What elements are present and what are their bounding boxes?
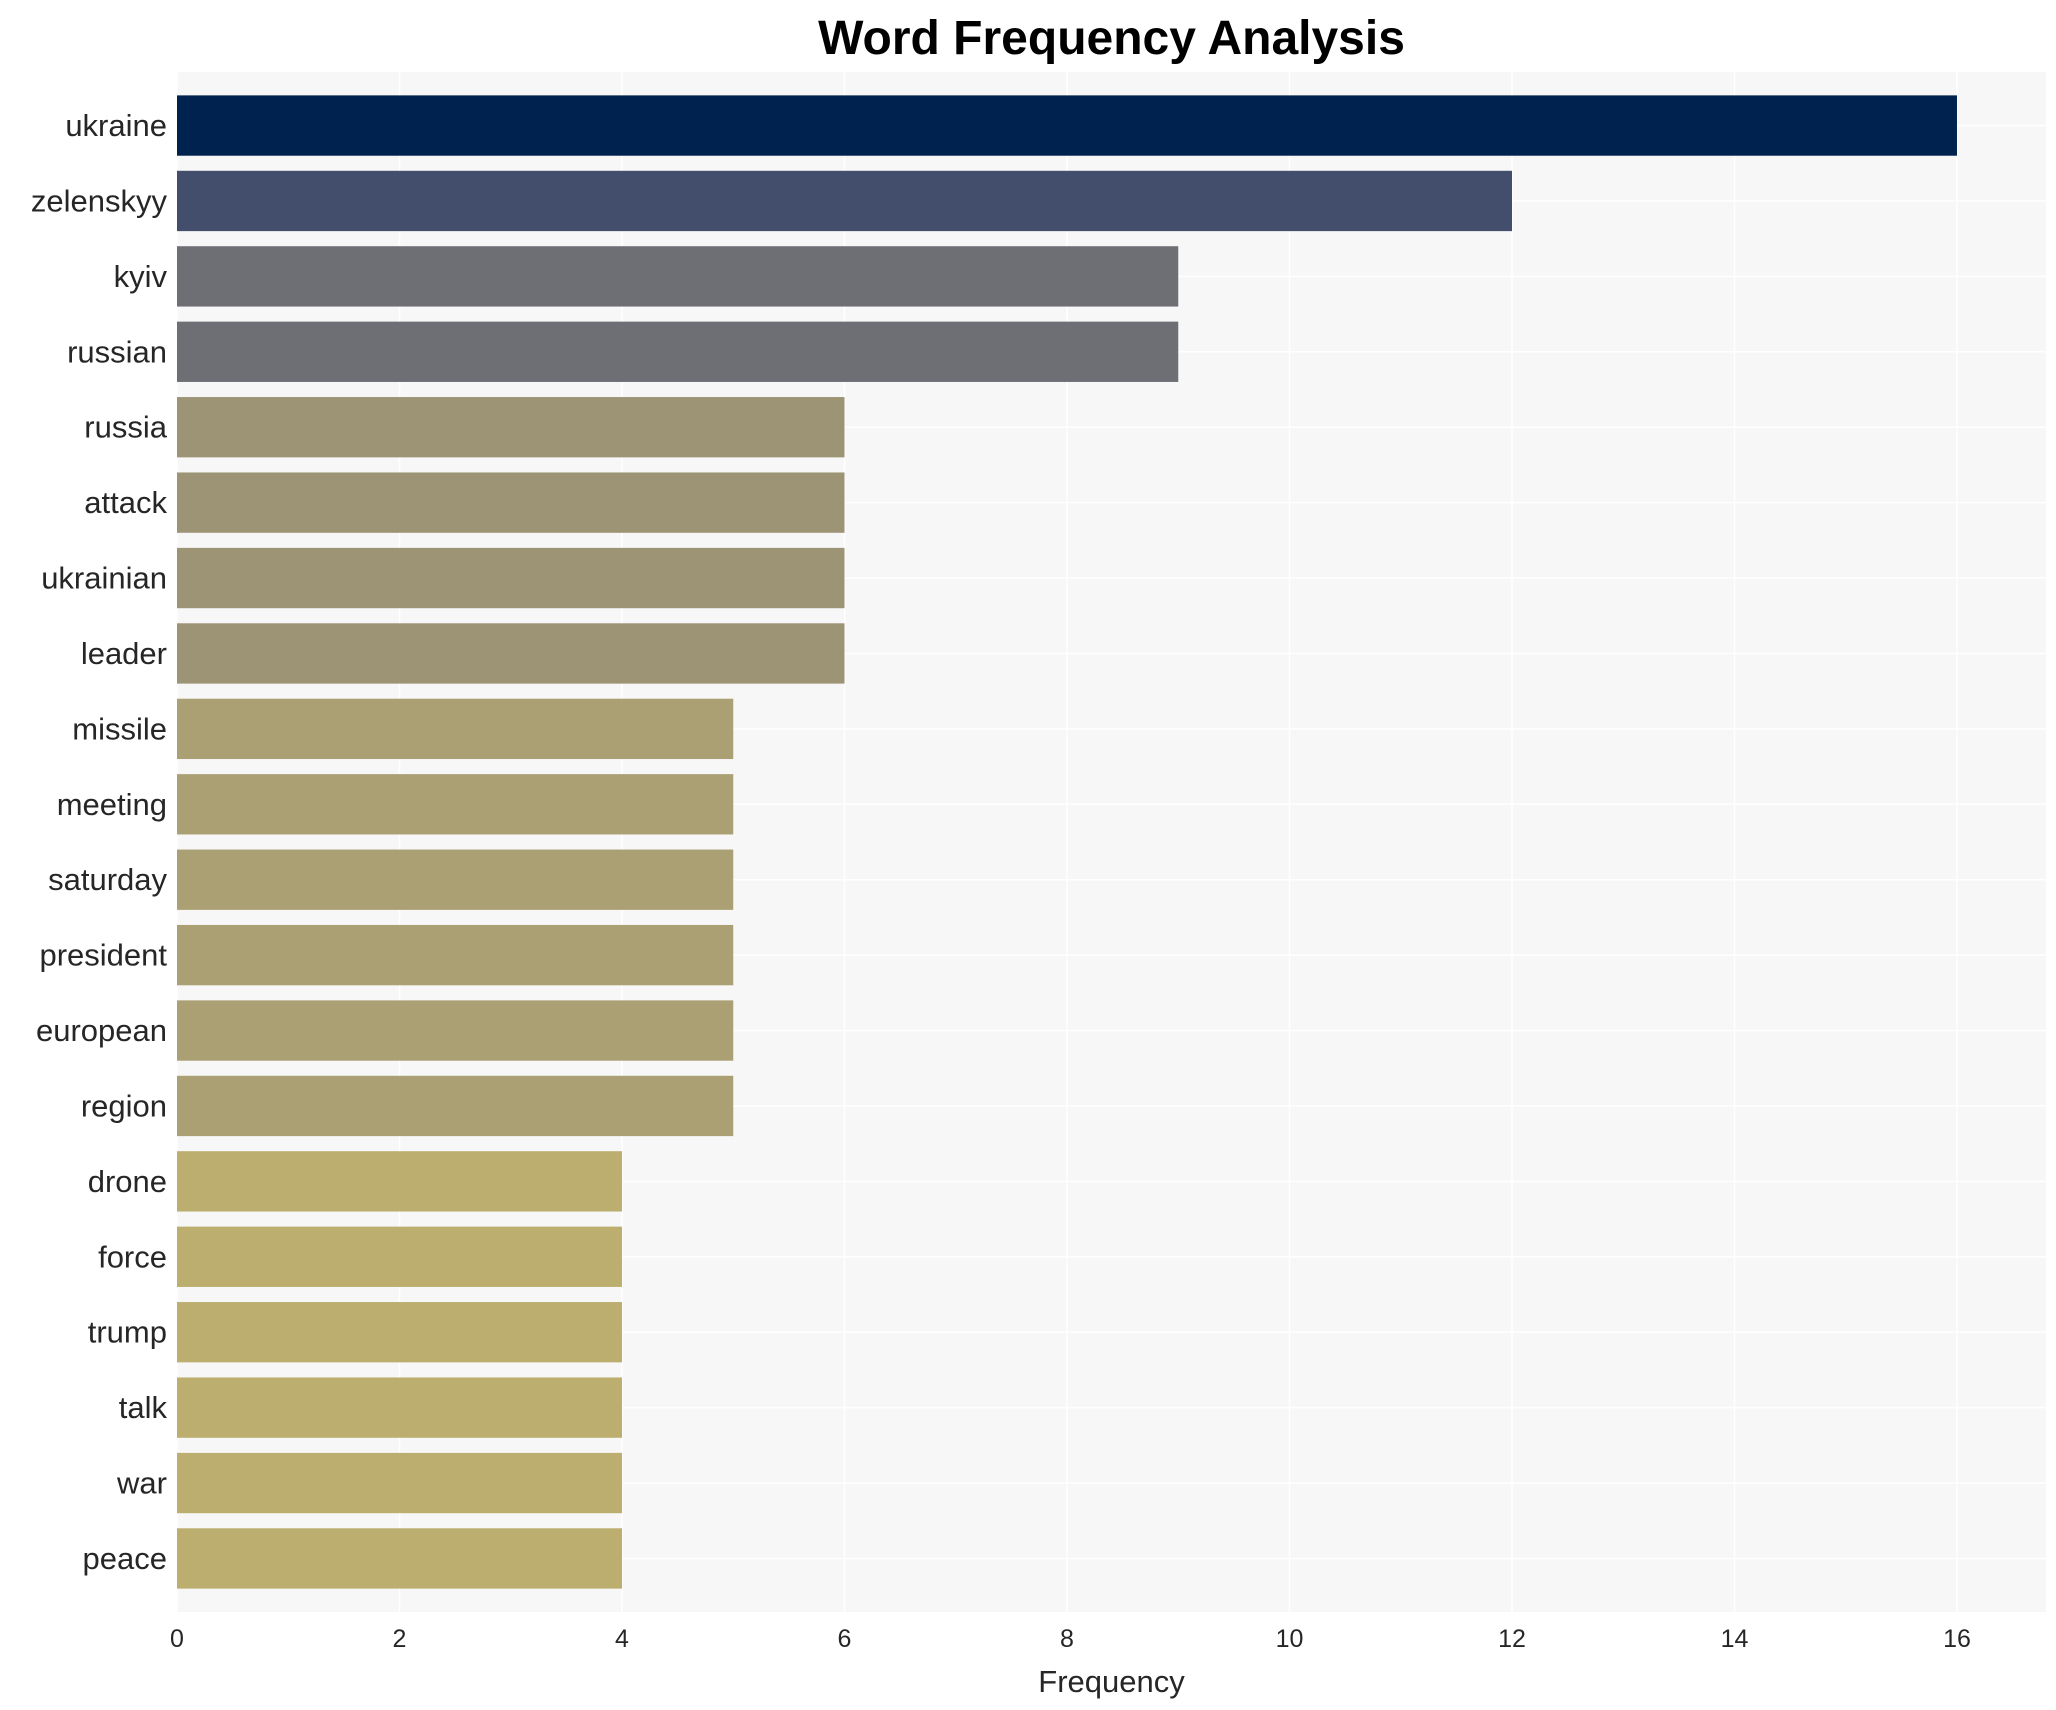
category-label-peace: peace — [83, 1541, 167, 1576]
category-label-talk: talk — [119, 1390, 168, 1425]
category-label-kyiv: kyiv — [114, 259, 168, 294]
bar-region — [177, 1075, 734, 1137]
category-label-missile: missile — [72, 711, 167, 746]
x-tick-label: 4 — [615, 1625, 629, 1653]
bar-missile — [177, 698, 734, 760]
bar-ukraine — [177, 95, 1957, 156]
category-label-european: european — [36, 1013, 167, 1048]
category-label-saturday: saturday — [48, 862, 167, 897]
category-label-zelenskyy: zelenskyy — [31, 183, 168, 218]
bar-peace — [177, 1528, 622, 1589]
bar-president — [177, 924, 734, 986]
bar-ukrainian — [177, 547, 845, 609]
category-label-trump: trump — [88, 1315, 167, 1350]
x-tick-label: 16 — [1943, 1625, 1971, 1653]
bar-trump — [177, 1302, 622, 1363]
x-tick-label: 14 — [1721, 1625, 1749, 1653]
category-label-president: president — [39, 938, 167, 973]
x-axis-label: Frequency — [1038, 1664, 1185, 1699]
bar-european — [177, 1000, 734, 1061]
category-label-region: region — [81, 1088, 167, 1123]
x-tick-label: 12 — [1498, 1625, 1526, 1653]
x-tick-labels: 0 2 4 6 8 10 12 14 16 — [170, 1625, 1971, 1653]
bar-russia — [177, 397, 845, 458]
bar-zelenskyy — [177, 170, 1512, 232]
bar-russian — [177, 321, 1179, 382]
category-label-russian: russian — [67, 334, 167, 369]
x-tick-label: 10 — [1276, 1625, 1304, 1653]
bar-force — [177, 1226, 622, 1287]
bar-kyiv — [177, 246, 1179, 307]
bar-talk — [177, 1377, 622, 1438]
bar-saturday — [177, 849, 734, 910]
category-label-force: force — [98, 1239, 167, 1274]
category-label-attack: attack — [84, 485, 167, 520]
x-tick-label: 2 — [393, 1625, 407, 1653]
category-label-leader: leader — [81, 636, 167, 671]
bar-attack — [177, 472, 845, 533]
category-label-ukraine: ukraine — [65, 108, 167, 143]
category-label-war: war — [116, 1466, 167, 1501]
bar-leader — [177, 623, 845, 684]
category-label-meeting: meeting — [57, 787, 167, 822]
category-labels: ukraine zelenskyy kyiv russian russia attack u… — [31, 108, 168, 1576]
x-tick-label: 6 — [838, 1625, 852, 1653]
category-label-drone: drone — [88, 1164, 167, 1199]
category-label-ukrainian: ukrainian — [41, 561, 167, 596]
category-label-russia: russia — [84, 410, 167, 445]
x-tick-label: 8 — [1060, 1625, 1074, 1653]
x-tick-label: 0 — [170, 1625, 184, 1653]
bars — [177, 95, 1957, 1589]
bar-drone — [177, 1151, 622, 1212]
bar-war — [177, 1452, 622, 1514]
chart-title: Word Frequency Analysis — [818, 12, 1405, 65]
bar-meeting — [177, 774, 734, 835]
